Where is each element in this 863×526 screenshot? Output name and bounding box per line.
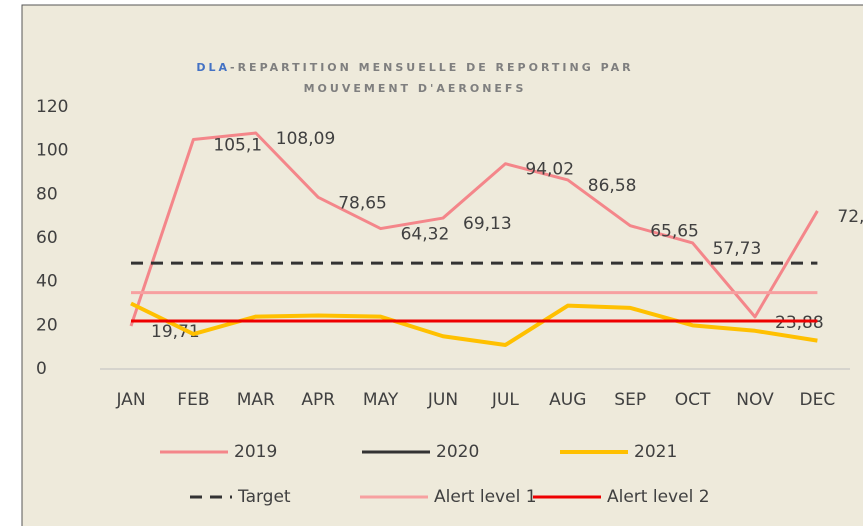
y-tick-label: 20: [36, 315, 58, 335]
y-tick-label: 0: [36, 359, 47, 379]
data-label: 86,58: [588, 176, 637, 196]
legend-label: 2020: [436, 442, 479, 462]
chart-title: MOUVEMENT D'AERONEFS: [304, 82, 527, 95]
x-tick-label: MAY: [363, 390, 399, 410]
data-label: 64,32: [401, 225, 450, 245]
data-label: 57,73: [713, 239, 762, 259]
y-tick-label: 40: [36, 272, 58, 292]
x-tick-label: MAR: [237, 390, 275, 410]
x-tick-label: AUG: [549, 390, 586, 410]
title-line: -REPARTITION MENSUELLE DE REPORTING PAR: [230, 61, 634, 74]
data-label: 65,65: [650, 222, 699, 242]
x-tick-label: SEP: [614, 390, 646, 410]
data-label: 78,65: [338, 193, 387, 213]
legend-label: Target: [237, 487, 291, 507]
series-line: [129, 131, 819, 327]
data-label: 108,09: [276, 129, 335, 149]
legend-label: 2021: [634, 442, 677, 462]
y-tick-label: 60: [36, 228, 58, 248]
legend-label: Alert level 2: [607, 487, 710, 507]
data-label: 69,13: [463, 214, 512, 234]
x-tick-label: FEB: [177, 390, 209, 410]
x-tick-label: NOV: [736, 390, 774, 410]
data-label: 19,71: [151, 322, 200, 342]
x-tick-label: OCT: [675, 390, 711, 410]
legend-label: 2019: [234, 442, 277, 462]
title-highlight: DLA: [196, 61, 230, 74]
legend-label: Alert level 1: [434, 487, 537, 507]
x-tick-label: JUL: [491, 390, 519, 410]
data-label: 94,02: [525, 160, 574, 180]
chart-background: [21, 4, 863, 526]
data-label: 105,1: [213, 136, 262, 156]
x-tick-label: DEC: [800, 390, 836, 410]
data-label: 23,88: [775, 313, 824, 333]
y-tick-label: 100: [36, 141, 68, 161]
chart-title: DLA-REPARTITION MENSUELLE DE REPORTING P…: [196, 61, 633, 74]
x-tick-label: JAN: [115, 390, 145, 410]
y-tick-label: 80: [36, 184, 58, 204]
x-tick-label: APR: [301, 390, 335, 410]
y-tick-label: 120: [36, 97, 68, 117]
data-label: 72,39: [837, 207, 863, 227]
x-tick-label: JUN: [427, 390, 458, 410]
